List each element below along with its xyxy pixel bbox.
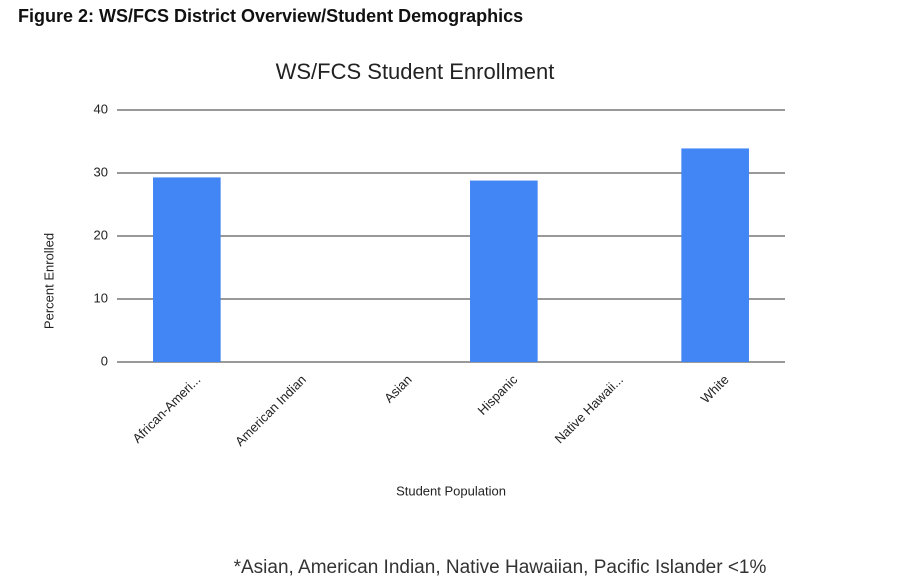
- x-tick-label: Native Hawaii...: [552, 372, 626, 446]
- figure-heading: Figure 2: WS/FCS District Overview/Stude…: [18, 6, 523, 26]
- footnote: *Asian, American Indian, Native Hawaiian…: [234, 557, 767, 578]
- x-tick-label: Asian: [381, 372, 415, 406]
- y-axis-label: Percent Enrolled: [41, 233, 56, 329]
- y-tick-label: 40: [94, 101, 108, 116]
- y-tick-label: 20: [94, 227, 108, 242]
- x-tick-label: White: [698, 372, 732, 406]
- x-tick-label: African-Ameri...: [129, 372, 203, 446]
- bar: [470, 180, 538, 362]
- x-tick-label: American Indian: [232, 372, 309, 449]
- y-tick-label: 30: [94, 164, 108, 179]
- x-axis-label: Student Population: [396, 483, 506, 498]
- chart-title: WS/FCS Student Enrollment: [276, 59, 555, 84]
- bar: [681, 148, 749, 362]
- x-tick-label: Hispanic: [475, 372, 521, 418]
- bar: [153, 177, 221, 362]
- y-tick-label: 10: [94, 290, 108, 305]
- y-tick-label: 0: [101, 353, 108, 368]
